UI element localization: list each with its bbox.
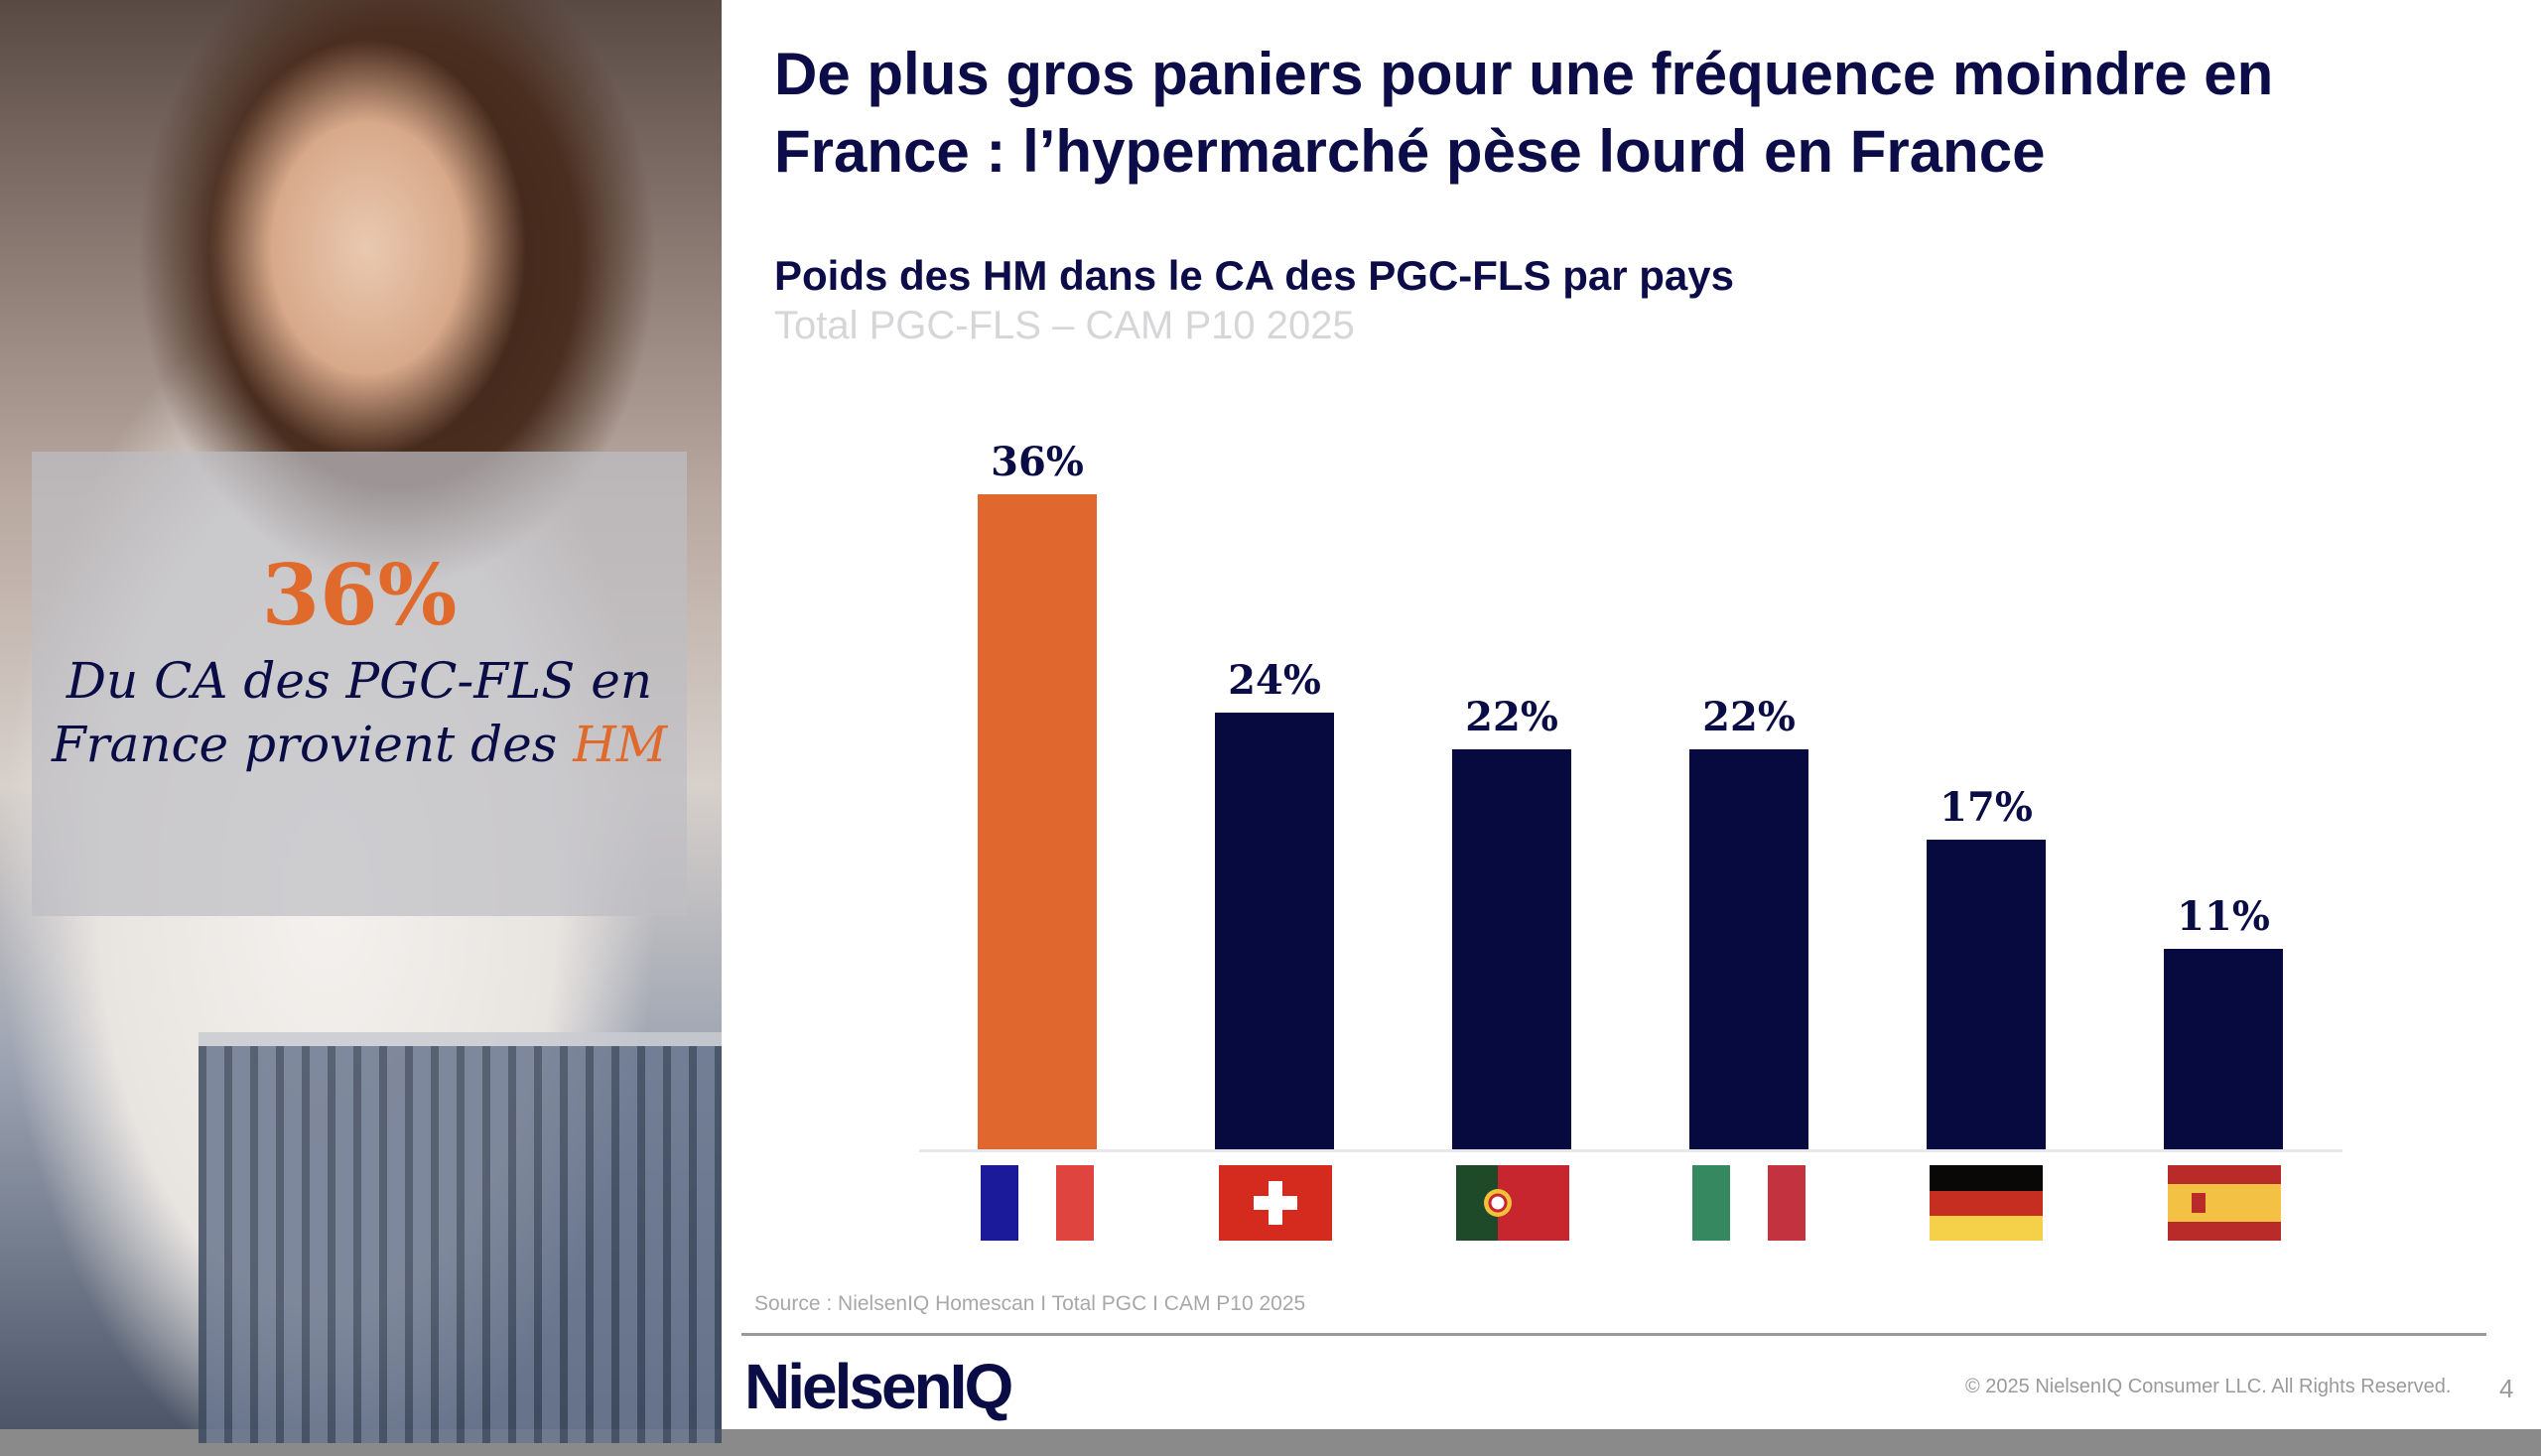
x-axis-line: [919, 1149, 2342, 1152]
page-title: De plus gros paniers pour une fréquence …: [774, 41, 2274, 185]
bar-value-label: 36%: [991, 439, 1084, 485]
bar-suisse: [1215, 713, 1334, 1149]
flag-italy-icon: [1692, 1165, 1805, 1241]
chart-title: Poids des HM dans le CA des PGC-FLS par …: [774, 252, 1735, 299]
copyright: © 2025 NielsenIQ Consumer LLC. All Right…: [1965, 1376, 2452, 1397]
footer-divider: [741, 1333, 2486, 1336]
callout-box: 36% Du CA des PGC-FLS en France provient…: [32, 452, 687, 916]
source-note: Source : NielsenIQ Homescan I Total PGC …: [754, 1292, 1306, 1315]
bar-value-label: 17%: [1939, 784, 2033, 832]
bar-value-label: 11%: [2177, 893, 2270, 941]
shopping-cart-image: [199, 1032, 722, 1443]
callout-highlight: HM: [573, 716, 668, 773]
flag-portugal-icon: [1456, 1165, 1569, 1241]
bar-value-label: 22%: [1702, 693, 1796, 740]
callout-text-main: Du CA des PGC-FLS en France provient des: [51, 652, 653, 773]
bar-allemagne: [1927, 840, 2046, 1149]
callout-text: Du CA des PGC-FLS en France provient des…: [32, 649, 687, 776]
bar-italie: [1689, 748, 1808, 1149]
flag-spain-icon: [2168, 1165, 2281, 1241]
flag-switzerland-icon: [1219, 1165, 1332, 1241]
nielseniq-logo: NielsenIQ: [744, 1351, 1013, 1422]
bar-portugal: [1452, 748, 1571, 1149]
flag-france-icon: [981, 1165, 1094, 1241]
callout-value: 36%: [261, 546, 458, 644]
bar-france: [978, 494, 1097, 1149]
flag-germany-icon: [1930, 1165, 2043, 1241]
chart-subtitle: Total PGC-FLS – CAM P10 2025: [774, 304, 1355, 347]
bar-value-label: 22%: [1465, 693, 1558, 740]
bar-espagne: [2164, 949, 2283, 1149]
page-number: 4: [2499, 1374, 2514, 1403]
bar-value-label: 24%: [1228, 657, 1321, 704]
